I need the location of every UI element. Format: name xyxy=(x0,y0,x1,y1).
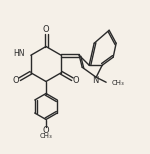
Text: O: O xyxy=(73,76,79,85)
Text: CH₃: CH₃ xyxy=(40,134,52,140)
Text: HN: HN xyxy=(13,49,25,58)
Text: N: N xyxy=(92,76,98,85)
Text: O: O xyxy=(13,76,19,85)
Text: CH₃: CH₃ xyxy=(111,80,124,86)
Text: O: O xyxy=(43,24,49,34)
Text: O: O xyxy=(43,126,49,135)
